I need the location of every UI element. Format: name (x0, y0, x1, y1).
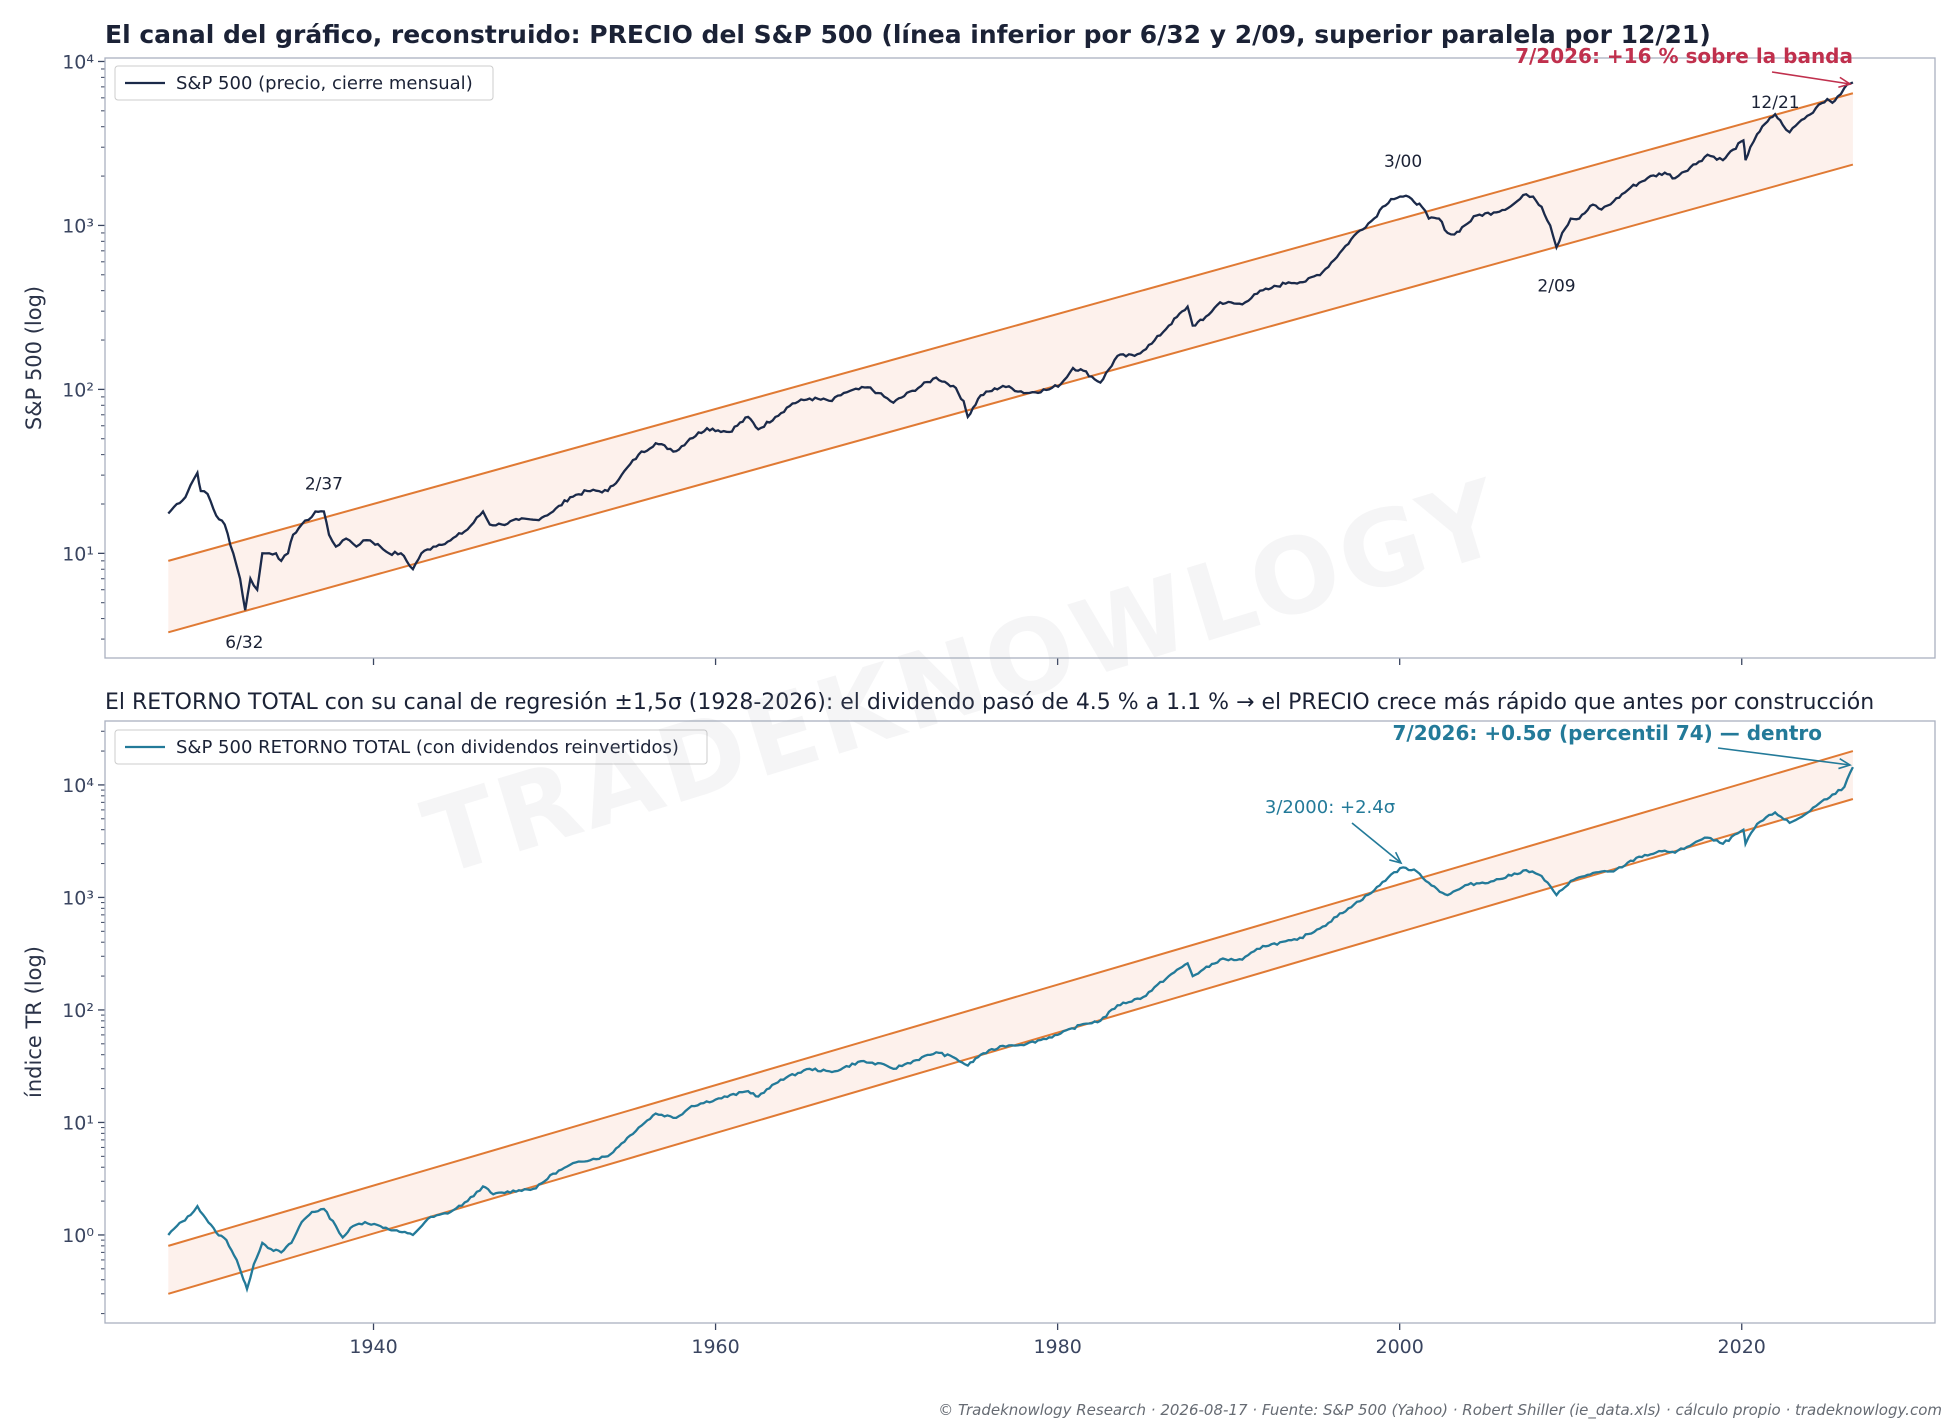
tr-x-tick-label: 1940 (349, 1336, 397, 1358)
price-legend-box (114, 65, 494, 101)
tr-chart-x-ticks: 1940 1960 1980 2000 2020 (349, 1323, 1766, 1358)
tr-annotation-arrowhead (1389, 851, 1403, 865)
tr-chart-y-ticks: 10⁰ 10¹ 10² 10³ 10⁴ (62, 730, 105, 1315)
price-legend-label: S&P 500 (precio, cierre mensual) (176, 73, 473, 94)
tr-legend: S&P 500 RETORNO TOTAL (con dividendos re… (114, 729, 708, 765)
tr-channel-band (167, 750, 1854, 1295)
top-chart-title: El canal del gráfico, reconstruido: PREC… (105, 20, 1711, 49)
tr-annotation: 7/2026: +0.5σ (percentil 74) — dentro (1392, 721, 1822, 745)
price-annotation: 7/2026: +16 % sobre la banda (1515, 44, 1853, 68)
tr-annotation: 3/2000: +2.4σ (1265, 797, 1395, 818)
price-y-tick-label: 10² (62, 379, 94, 401)
price-channel-upper-line (168, 92, 1854, 562)
tr-y-axis-label: índice TR (log) (22, 946, 46, 1098)
price-series-line (167, 81, 1854, 611)
total-return-chart-panel: 1940 1960 1980 2000 2020 10⁰ 10¹ 10² 10³ 10⁴ índ… (22, 720, 1936, 1358)
price-chart-panel: 10¹ 10² 10³ 10⁴ S&P 500 (log) S&P 500 (prec… (22, 44, 1936, 665)
tr-y-tick-label: 10¹ (62, 1112, 94, 1134)
price-chart-y-ticks: 10¹ 10² 10³ 10⁴ (62, 51, 105, 640)
tr-x-tick-label: 2020 (1718, 1336, 1766, 1358)
price-chart-x-ticks (372, 658, 1743, 665)
price-chart-frame (104, 57, 1936, 659)
price-channel-band (168, 92, 1854, 634)
tr-annotation-arrow (1351, 822, 1402, 864)
tr-annotation-arrowhead (1838, 757, 1852, 770)
price-annotation-arrowhead (1838, 76, 1852, 89)
price-channel-lower-line (168, 163, 1854, 634)
watermark: TRADEKNOWLOGY (411, 455, 1519, 899)
tr-y-tick-label: 10³ (62, 887, 94, 909)
footer-credits: © Tradeknowlogy Research · 2026-08-17 · … (938, 1401, 1942, 1420)
tr-y-tick-label: 10⁴ (62, 775, 94, 797)
tr-channel-upper-line (167, 750, 1854, 1247)
tr-annotation-arrow (1717, 747, 1851, 766)
tr-x-tick-label: 1980 (1033, 1336, 1081, 1358)
tr-x-tick-label: 2000 (1376, 1336, 1424, 1358)
tr-annotations: 3/2000: +2.4σ 7/2026: +0.5σ (percentil 74… (1265, 721, 1852, 865)
price-y-tick-label: 10⁴ (62, 51, 94, 73)
price-annotation: 3/00 (1384, 152, 1422, 172)
price-annotation-arrow (1771, 71, 1851, 85)
tr-x-tick-label: 1960 (691, 1336, 739, 1358)
price-annotation: 12/21 (1751, 93, 1800, 113)
tr-channel-fill (168, 751, 1853, 1294)
tr-series-line (167, 766, 1854, 1294)
tr-y-tick-label: 10⁰ (62, 1225, 94, 1247)
price-y-tick-label: 10¹ (62, 543, 94, 565)
price-annotations: 6/32 2/37 3/00 2/09 12/21 7/2026: +16 % sobre… (225, 44, 1853, 653)
bottom-chart-title: El RETORNO TOTAL con su canal de regresi… (105, 690, 1874, 715)
price-annotation: 2/09 (1537, 276, 1575, 296)
tr-chart-frame (104, 720, 1936, 1324)
price-annotation: 2/37 (305, 474, 343, 494)
price-y-tick-label: 10³ (62, 215, 94, 237)
price-annotation: 6/32 (225, 633, 263, 653)
price-legend: S&P 500 (precio, cierre mensual) (114, 65, 494, 101)
price-y-axis-label: S&P 500 (log) (22, 286, 46, 430)
tr-legend-label: S&P 500 RETORNO TOTAL (con dividendos re… (176, 737, 679, 758)
price-channel-fill (168, 93, 1853, 633)
tr-y-tick-label: 10² (62, 1000, 94, 1022)
tr-legend-box (114, 729, 708, 765)
